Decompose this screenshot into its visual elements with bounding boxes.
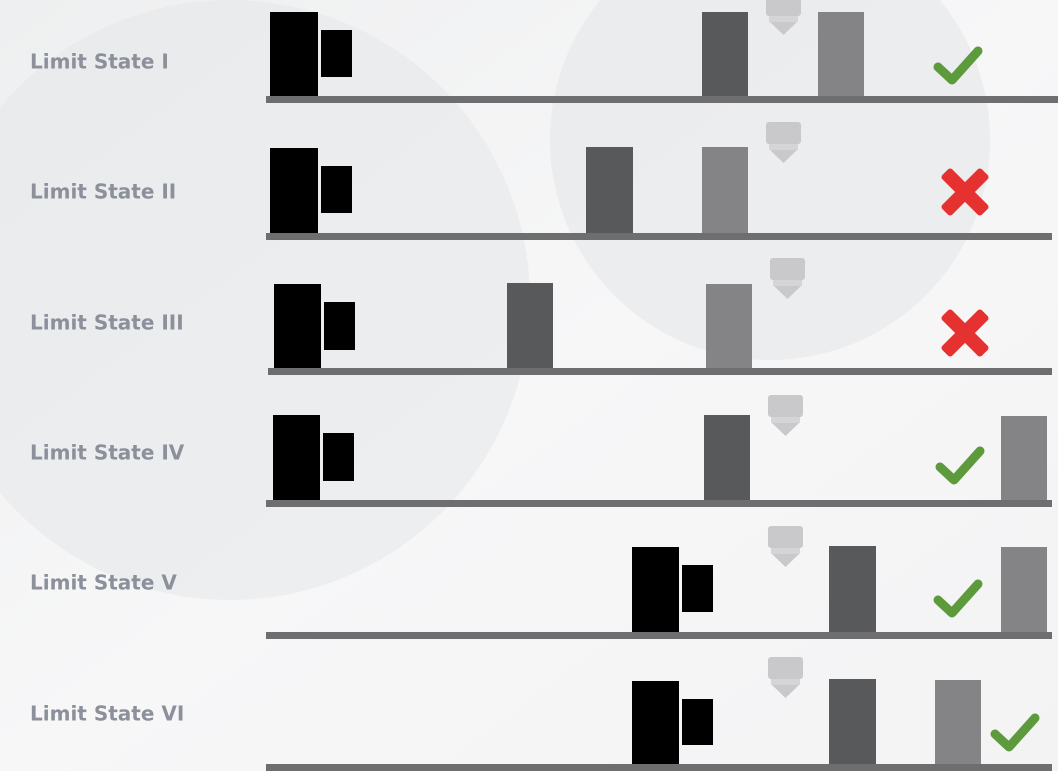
- rail: [268, 368, 1052, 375]
- row-label: Limit State V: [30, 571, 177, 595]
- rail: [266, 96, 1058, 103]
- dark-block: [586, 147, 633, 234]
- light-block: [706, 284, 752, 369]
- page: Limit State I Limit State II Limit State…: [0, 0, 1058, 771]
- carriage: [273, 415, 320, 501]
- diagram: Limit State I Limit State II Limit State…: [0, 0, 1058, 771]
- rail: [266, 632, 1052, 639]
- carriage-block: [324, 302, 355, 350]
- light-block: [935, 680, 981, 765]
- light-block: [702, 147, 748, 234]
- dark-block: [704, 415, 750, 501]
- row-label: Limit State IV: [30, 441, 185, 465]
- row-label: Limit State III: [30, 311, 184, 335]
- carriage-block: [321, 30, 352, 77]
- carriage-block: [682, 699, 713, 745]
- dark-block: [829, 679, 876, 765]
- light-block: [1001, 416, 1047, 501]
- carriage-block: [682, 565, 713, 612]
- carriage: [632, 547, 679, 633]
- light-block: [818, 12, 864, 98]
- dark-block: [507, 283, 553, 369]
- carriage-block: [323, 433, 354, 481]
- carriage: [632, 681, 679, 765]
- carriage: [274, 284, 321, 369]
- row-label: Limit State VI: [30, 702, 184, 726]
- carriage: [270, 148, 318, 234]
- rail: [266, 233, 1052, 240]
- carriage: [270, 12, 318, 98]
- row-label: Limit State I: [30, 50, 169, 74]
- rail: [266, 764, 1052, 771]
- dark-block: [702, 12, 748, 98]
- row-label: Limit State II: [30, 180, 176, 204]
- rail: [266, 500, 1052, 507]
- carriage-block: [321, 166, 352, 213]
- light-block: [1001, 547, 1047, 633]
- dark-block: [829, 546, 876, 633]
